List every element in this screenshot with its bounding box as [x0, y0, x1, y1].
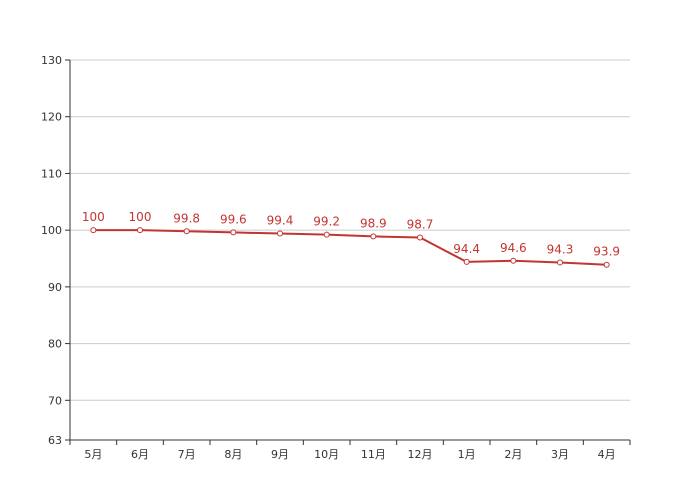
data-point: [510, 257, 517, 264]
y-tick-label: 110: [41, 167, 62, 180]
data-label: 99.8: [173, 211, 200, 225]
y-tick-label: 100: [41, 224, 62, 237]
data-point: [323, 231, 330, 238]
y-tick-label: 120: [41, 111, 62, 124]
x-tick-label: 5月: [84, 448, 102, 461]
data-label: 99.2: [313, 215, 340, 229]
data-point: [230, 229, 237, 236]
data-label: 98.9: [360, 216, 387, 230]
data-label: 99.6: [220, 212, 247, 226]
x-tick-label: 9月: [271, 448, 289, 461]
data-point: [137, 227, 143, 234]
x-tick-label: 3月: [551, 448, 569, 461]
data-label: 94.4: [453, 242, 480, 256]
x-tick-label: 2月: [504, 448, 522, 461]
y-tick-label: 80: [48, 338, 62, 351]
data-label: 93.9: [593, 245, 620, 259]
y-tick-label: 90: [48, 281, 62, 294]
data-label: 98.7: [407, 218, 434, 232]
data-label: 94.3: [547, 242, 574, 256]
data-point: [277, 230, 283, 237]
data-labels: 100 100 99.8 99.6 99.4 99.2 98.9 98.7 94.4 94.6 94…: [82, 210, 620, 259]
x-tick-label: 8月: [224, 448, 242, 461]
x-tick-label: 11月: [361, 448, 386, 461]
x-tick-label: 6月: [131, 448, 149, 461]
y-tick-label: 70: [48, 394, 62, 407]
data-label: 94.6: [500, 241, 527, 255]
x-tick-label: 1月: [458, 448, 476, 461]
data-point: [183, 228, 190, 235]
x-tick-label: 12月: [408, 448, 433, 461]
y-tick-label: 130: [41, 54, 62, 67]
data-label: 100: [82, 210, 105, 224]
data-point: [370, 233, 377, 240]
data-point: [417, 234, 423, 241]
data-label: 99.4: [267, 214, 294, 228]
axes: 63 70 80 90 100 110 120 130 5月 6月 7月 8月 9月 10月 11月 12月 1…: [41, 54, 631, 461]
y-tick-label: 63: [48, 434, 62, 447]
x-tick-label: 7月: [178, 448, 196, 461]
data-point: [463, 258, 470, 265]
data-point: [603, 261, 610, 268]
series-polyline: [93, 229, 607, 266]
data-label: 100: [129, 210, 152, 224]
series-line: [90, 227, 610, 268]
data-point: [557, 259, 563, 266]
x-tick-label: 4月: [598, 448, 616, 461]
data-point: [90, 227, 97, 234]
x-tick-label: 10月: [314, 448, 339, 461]
